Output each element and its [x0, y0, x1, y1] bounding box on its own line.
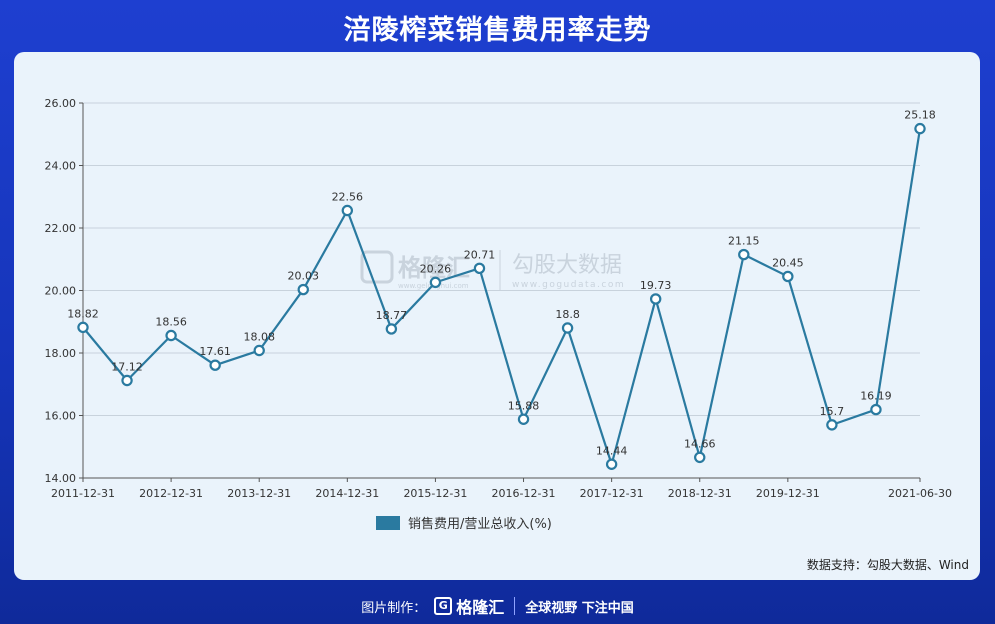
- y-tick-label: 24.00: [45, 160, 77, 173]
- y-tick-label: 20.00: [45, 285, 77, 298]
- data-point: [385, 323, 398, 335]
- x-tick-label: 2015-12-31: [403, 487, 467, 500]
- footer-divider: [514, 597, 516, 615]
- data-point: [870, 403, 882, 416]
- y-tick-label: 18.00: [45, 347, 77, 360]
- footer-credit: 图片制作：: [361, 600, 427, 616]
- data-label: 18.08: [243, 331, 275, 344]
- x-tick-label: 2013-12-31: [227, 487, 291, 500]
- data-label: 17.12: [111, 361, 143, 374]
- watermark-data-url: www.gogudata.com: [512, 280, 625, 290]
- data-label: 18.56: [155, 316, 187, 329]
- data-label: 18.77: [376, 309, 408, 322]
- data-point: [121, 374, 133, 387]
- data-point: [649, 293, 662, 305]
- x-tick-label: 2016-12-31: [492, 487, 556, 500]
- page-title: 涪陵榨菜销售费用率走势: [343, 15, 652, 46]
- footer-slogan: 全球视野 下注中国: [525, 600, 634, 616]
- data-label: 20.26: [420, 262, 452, 275]
- footer-logo: G 格隆汇: [434, 594, 504, 618]
- data-label: 15.88: [508, 399, 540, 412]
- data-point: [77, 321, 89, 334]
- data-point: [605, 458, 618, 470]
- data-label: 14.66: [684, 437, 716, 450]
- data-point: [738, 248, 750, 261]
- footer: 图片制作： G 格隆汇 全球视野 下注中国: [0, 592, 995, 620]
- data-label: 22.56: [332, 191, 364, 204]
- footer-brand: 格隆汇: [456, 598, 505, 617]
- chart-card: [14, 52, 980, 580]
- x-tick-label: 2012-12-31: [139, 487, 203, 500]
- data-point: [694, 451, 706, 464]
- x-tick-label: 2018-12-31: [668, 487, 732, 500]
- data-label: 18.8: [555, 308, 580, 321]
- data-label: 25.18: [904, 109, 936, 122]
- legend: 销售费用/营业总收入(%): [376, 516, 552, 532]
- data-point: [782, 270, 794, 283]
- data-point: [517, 413, 530, 425]
- data-label: 14.44: [596, 444, 628, 457]
- data-label: 15.7: [820, 405, 845, 418]
- data-label: 19.73: [640, 279, 672, 292]
- x-tick-label: 2011-12-31: [51, 487, 115, 500]
- data-label: 20.03: [288, 270, 320, 283]
- x-tick-label: 2014-12-31: [315, 487, 379, 500]
- x-tick-label: 2019-12-31: [756, 487, 820, 500]
- series-line: [82, 128, 922, 466]
- data-point: [429, 276, 442, 289]
- data-point: [826, 419, 838, 431]
- watermark-logo-icon: [360, 250, 394, 284]
- watermark-data-brand: 勾股大数据: [512, 253, 622, 278]
- data-point: [209, 359, 221, 371]
- data-label: 21.15: [728, 235, 760, 248]
- data-label: 17.61: [199, 345, 231, 358]
- data-label: 18.82: [67, 307, 99, 320]
- watermark: 格隆汇 www.gelonghui.com 勾股大数据 www.gogudata…: [360, 250, 625, 290]
- data-label: 16.19: [860, 390, 892, 403]
- y-tick-label: 16.00: [45, 410, 77, 423]
- data-label: 20.71: [464, 248, 496, 261]
- y-tick-label: 14.00: [45, 472, 77, 485]
- logo-icon: G: [434, 597, 453, 615]
- data-point: [341, 204, 354, 217]
- data-point: [473, 262, 486, 275]
- x-tick-label: 2021-06-30: [888, 487, 952, 500]
- legend-label: 销售费用/营业总收入(%): [408, 516, 552, 532]
- x-tick-label: 2017-12-31: [580, 487, 644, 500]
- data-point: [165, 329, 177, 342]
- data-point: [561, 322, 574, 334]
- y-tick-label: 26.00: [45, 97, 77, 110]
- y-tick-label: 22.00: [45, 222, 77, 235]
- data-point: [914, 122, 926, 135]
- data-label: 20.45: [772, 256, 804, 269]
- legend-swatch: [376, 516, 400, 530]
- data-point: [297, 283, 309, 296]
- data-point: [253, 344, 265, 357]
- source-note: 数据支持：勾股大数据、Wind: [806, 558, 969, 572]
